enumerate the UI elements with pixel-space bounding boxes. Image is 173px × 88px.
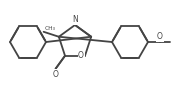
Text: O: O	[53, 70, 58, 79]
Text: CH₃: CH₃	[45, 26, 56, 31]
Text: N: N	[72, 15, 78, 24]
Text: O: O	[78, 51, 84, 60]
Text: O: O	[157, 32, 163, 41]
